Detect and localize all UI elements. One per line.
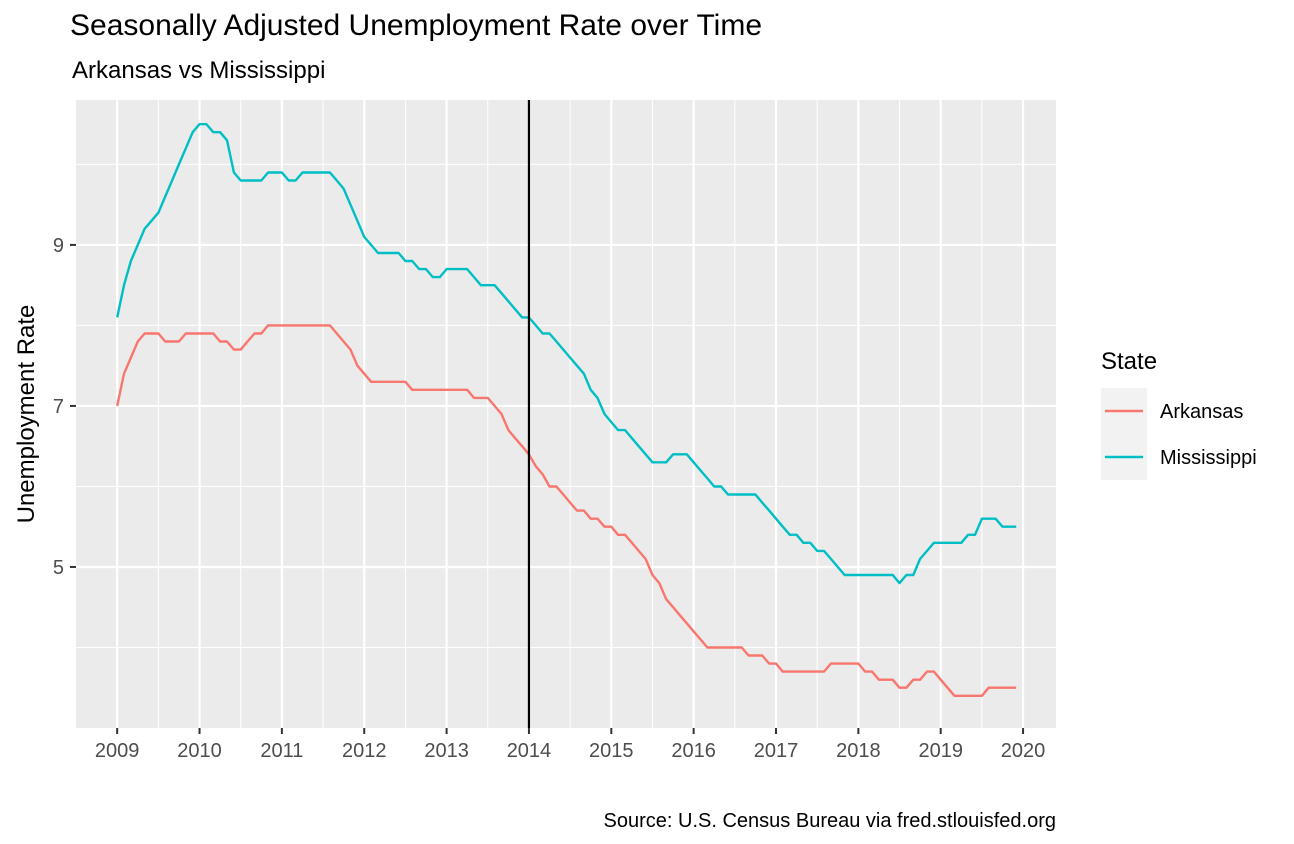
x-tick-label: 2011 (260, 740, 303, 762)
x-tick-label: 2018 (836, 740, 881, 762)
x-axis: 2009 2010 2011 2012 2013 2014 2015 2016 2017 2018… (95, 728, 1045, 762)
x-tick-label: 2019 (918, 740, 963, 762)
legend-label-arkansas: Arkansas (1160, 401, 1243, 423)
x-tick-label: 2017 (754, 740, 799, 762)
legend-items: Arkansas Mississippi (1101, 388, 1257, 480)
chart-title: Seasonally Adjusted Unemployment Rate ov… (70, 9, 762, 42)
series-line-arkansas (116, 324, 1017, 697)
plot-panel (76, 100, 1056, 728)
x-tick-label: 2014 (507, 740, 552, 762)
y-tick-label: 5 (53, 557, 64, 579)
x-tick-label: 2010 (177, 740, 222, 762)
x-tick-label: 2013 (424, 740, 469, 762)
chart-caption: Source: U.S. Census Bureau via fred.stlo… (604, 810, 1056, 832)
legend-title: State (1101, 348, 1157, 375)
y-tick-label: 7 (53, 396, 64, 418)
x-tick-label: 2020 (1001, 740, 1046, 762)
x-tick-label: 2009 (95, 740, 140, 762)
x-tick-label: 2012 (342, 740, 387, 762)
y-tick-label: 9 (53, 235, 64, 257)
legend: State Arkansas Mississippi (1101, 348, 1257, 480)
legend-label-mississippi: Mississippi (1160, 447, 1257, 469)
series-line-mississippi (116, 123, 1017, 585)
x-tick-label: 2015 (589, 740, 634, 762)
y-axis-label: Unemployment Rate (13, 305, 40, 524)
major-gridlines (76, 100, 1056, 728)
minor-gridlines (76, 100, 1056, 728)
chart-subtitle: Arkansas vs Mississippi (72, 57, 325, 84)
x-tick-label: 2016 (671, 740, 716, 762)
y-axis: 5 7 9 (53, 235, 76, 579)
series-layer (116, 123, 1017, 697)
